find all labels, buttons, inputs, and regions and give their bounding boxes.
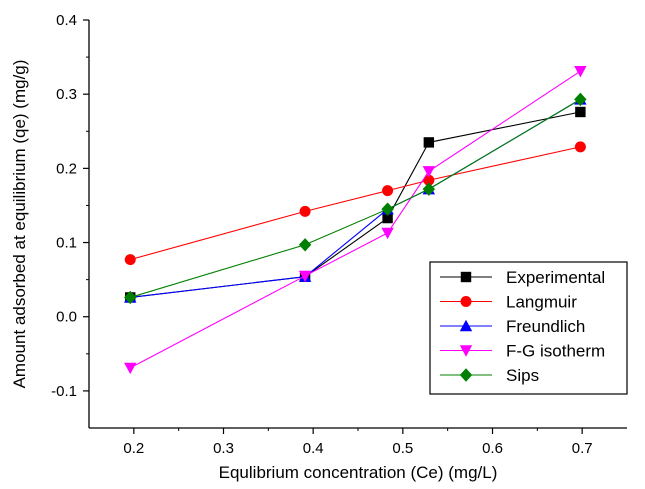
legend-marker [460,296,472,307]
series-f-g-isotherm [124,65,587,375]
y-tick-label: 0.1 [56,235,77,252]
series-layer [124,65,587,375]
data-point [381,227,394,240]
data-point [423,137,435,148]
y-tick-label: 0.2 [56,160,77,177]
series-sips [124,92,587,305]
data-point [124,290,137,305]
data-point [382,212,393,224]
x-tick-label: 0.5 [392,440,413,457]
data-point [422,182,436,196]
x-tick-label: 0.2 [123,440,144,457]
x-tick-label: 0.7 [572,440,593,457]
x-tick-label: 0.4 [303,440,324,457]
data-point [574,65,587,78]
y-tick-label: 0.0 [56,309,77,326]
x-tick-label: 0.3 [213,440,234,457]
data-point [382,185,394,197]
legend-label: Sips [506,366,539,385]
data-point [124,362,137,375]
legend-item: Freundlich [440,317,585,336]
legend-label: Langmuir [506,293,577,312]
data-point [575,106,586,118]
data-point [299,205,311,217]
legend-item: Sips [440,366,539,385]
legend-label: Experimental [506,268,605,287]
legend: Experimental Langmuir Freundlich F-G isothe… [429,261,628,395]
x-axis-title: Equlibrium concentration (Ce) (mg/L) [219,463,498,482]
data-point [381,202,394,216]
data-point [298,270,312,283]
y-axis: -0.1 0.0 0.1 0.2 0.3 0.4 [51,12,89,400]
data-point [124,254,136,266]
data-point [574,92,587,107]
legend-marker [459,319,473,332]
data-point [423,174,435,186]
legend-item: Langmuir [440,293,577,312]
y-tick-label: 0.3 [56,86,77,103]
legend-item: Experimental [440,268,605,287]
x-tick-label: 0.6 [482,440,503,457]
legend-item: F-G isotherm [440,342,605,361]
legend-marker [460,271,472,283]
data-point [422,166,436,178]
series-langmuir [124,141,586,266]
data-point [298,238,312,252]
data-point [574,141,586,153]
legend-label: F-G isotherm [506,342,605,361]
legend-marker [459,368,473,382]
series-line [130,146,581,261]
legend-marker [459,345,473,357]
y-tick-label: -0.1 [51,383,77,400]
y-tick-label: 0.4 [56,12,77,29]
legend-label: Freundlich [506,317,585,336]
y-axis-title: Amount adsorbed at equilibrium (qe) (mg/… [10,60,29,389]
x-axis: 0.2 0.3 0.4 0.5 0.6 0.7 [123,428,593,457]
